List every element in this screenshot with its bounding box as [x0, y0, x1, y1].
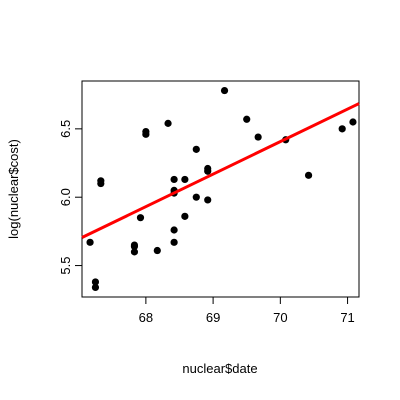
x-tick-label: 70: [273, 310, 287, 325]
x-axis-title: nuclear$date: [182, 361, 257, 376]
data-point: [243, 115, 251, 123]
data-point: [130, 242, 139, 251]
data-point: [304, 171, 313, 179]
data-point: [220, 86, 229, 95]
y-axis-title: log(nuclear$cost): [6, 139, 21, 239]
data-point: [192, 145, 200, 153]
y-tick-label: 5.5: [58, 257, 73, 275]
x-axis: 68 69 70 71: [139, 296, 355, 325]
y-tick-label: 6.0: [58, 188, 73, 206]
data-point: [153, 246, 161, 255]
plot-frame: [81, 80, 360, 298]
x-tick-label: 69: [206, 310, 220, 325]
regression-line: [81, 102, 360, 239]
data-point: [349, 118, 357, 126]
data-point: [204, 196, 212, 204]
data-point: [170, 175, 178, 184]
data-point: [204, 167, 212, 175]
data-point: [130, 248, 139, 256]
y-tick-label: 6.5: [58, 120, 73, 138]
x-tick-label: 71: [340, 310, 354, 325]
data-point: [254, 133, 262, 141]
data-point: [136, 214, 145, 222]
data-point: [170, 238, 178, 246]
data-point: [86, 238, 94, 246]
data-point: [181, 212, 189, 220]
x-tick-label: 68: [139, 310, 153, 325]
data-points: [86, 86, 357, 292]
data-point: [164, 119, 172, 127]
data-point: [97, 179, 105, 188]
data-point: [170, 226, 178, 234]
data-point: [338, 125, 346, 133]
data-point: [91, 278, 100, 286]
data-point: [192, 193, 200, 201]
y-axis: 5.5 6.0 6.5: [58, 120, 83, 275]
data-point: [142, 130, 150, 138]
data-point: [91, 283, 100, 292]
data-point: [181, 175, 189, 184]
